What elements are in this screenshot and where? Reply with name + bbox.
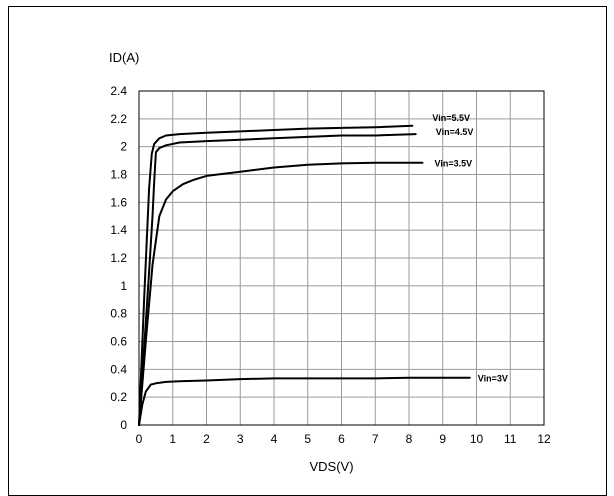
y-tick-label: 1 [120, 279, 127, 293]
y-tick-label: 0.2 [110, 390, 127, 404]
y-tick-label: 2 [120, 140, 127, 154]
y-axis-title: ID(A) [109, 50, 139, 65]
y-tick-label: 1.4 [110, 223, 127, 237]
x-tick-label: 3 [237, 432, 244, 446]
y-tick-label: 0.8 [110, 307, 127, 321]
y-tick-label: 1.6 [110, 195, 127, 209]
x-tick-label: 0 [136, 432, 143, 446]
series-label-4: Vin=3V [478, 374, 508, 384]
y-tick-label: 2.2 [110, 112, 127, 126]
y-tick-labels: 0 0.2 0.4 0.6 0.8 1 1.2 1.4 1.6 1.8 2 2.2 2.4 [110, 84, 127, 432]
series-line-4 [138, 376, 471, 426]
x-tick-label: 11 [504, 432, 517, 446]
y-tick-label: 0 [120, 418, 127, 432]
y-tick-label: 2.4 [110, 84, 127, 98]
plot-area-border [138, 90, 545, 426]
x-tick-label: 7 [372, 432, 379, 446]
series-line-2 [138, 133, 417, 426]
x-tick-labels: 0 1 2 3 4 5 6 7 8 9 10 11 12 [136, 432, 551, 446]
x-tick-label: 9 [439, 432, 446, 446]
y-tick-label: 0.4 [110, 362, 127, 376]
iv-characteristics-chart: 0 1 2 3 4 5 6 7 8 9 10 11 12 00.20.40.60.811.21.41.6… [109, 50, 551, 474]
x-tick-label: 4 [271, 432, 278, 446]
x-tick-label: 1 [169, 432, 176, 446]
x-tick-label: 10 [470, 432, 484, 446]
y-tick-label: 1.2 [110, 251, 127, 265]
y-tick-label: 0.6 [110, 335, 127, 349]
x-tick-label: 5 [304, 432, 311, 446]
x-tick-label: 6 [338, 432, 345, 446]
x-tick-label: 8 [406, 432, 413, 446]
series-lines [138, 124, 471, 426]
x-tick-label: 12 [537, 432, 551, 446]
chart-frame: 0 1 2 3 4 5 6 7 8 9 10 11 12 0 0.2 0.4 0.6 0.8 1 1.2 1.4 1.6… [8, 6, 607, 496]
x-axis-title: VDS(V) [309, 459, 353, 474]
y-tick-label: 1.8 [110, 168, 127, 182]
series-label-2: Vin=4.5V [436, 127, 474, 137]
series-label-3: Vin=3.5V [435, 159, 473, 169]
series-labels: Vin=5.5V Vin=4.5V Vin=3.5V Vin=3V [432, 113, 507, 384]
series-label-1: Vin=5.5V [432, 113, 470, 123]
x-tick-label: 2 [203, 432, 210, 446]
series-line-3 [138, 161, 424, 426]
series-line-1 [138, 124, 414, 426]
